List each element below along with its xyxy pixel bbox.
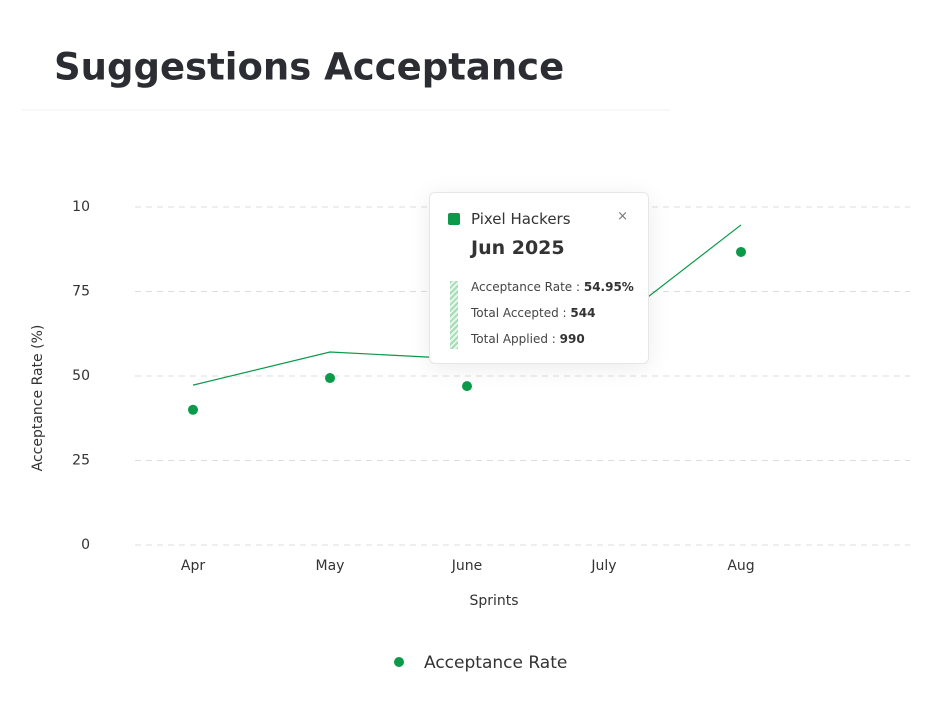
- tooltip-swatch: [448, 213, 460, 225]
- x-tick-label: Aug: [727, 558, 754, 574]
- y-tick-label: 10: [72, 199, 90, 215]
- tooltip-row: Total Applied : 990: [471, 332, 585, 346]
- row-label: Total Applied :: [471, 332, 560, 346]
- y-axis-label: Acceptance Rate (%): [30, 325, 46, 472]
- x-axis-label: Sprints: [469, 593, 518, 609]
- point: [736, 246, 746, 257]
- y-tick-label: 50: [72, 368, 90, 384]
- tooltip: Pixel Hackers × Jun 2025 Acceptance Rate…: [429, 192, 649, 364]
- row-value: 544: [570, 306, 596, 320]
- y-tick-label: 25: [72, 453, 90, 469]
- row-label: Acceptance Rate :: [471, 280, 584, 294]
- tooltip-row: Acceptance Rate : 54.95%: [471, 280, 634, 294]
- tooltip-group: Pixel Hackers: [471, 210, 571, 228]
- row-label: Total Accepted :: [471, 306, 571, 320]
- chart-title: Suggestions Acceptance: [54, 46, 564, 89]
- row-value: 990: [559, 332, 585, 346]
- x-tick-label: June: [451, 558, 483, 574]
- close-button[interactable]: ×: [617, 209, 628, 224]
- legend-marker: [394, 657, 404, 667]
- legend-label: Acceptance Rate: [424, 653, 567, 673]
- tooltip-period: Jun 2025: [471, 237, 565, 259]
- tooltip-bar: [450, 281, 458, 349]
- y-tick-label: 75: [72, 284, 90, 300]
- point: [325, 373, 335, 384]
- y-tick-label: 0: [81, 537, 90, 553]
- row-value: 54.95%: [583, 280, 634, 294]
- point: [462, 381, 472, 392]
- x-tick-label: May: [316, 558, 345, 574]
- tooltip-row: Total Accepted : 544: [471, 306, 595, 320]
- point: [188, 404, 198, 415]
- x-tick-label: July: [590, 558, 616, 574]
- x-tick-label: Apr: [181, 558, 205, 574]
